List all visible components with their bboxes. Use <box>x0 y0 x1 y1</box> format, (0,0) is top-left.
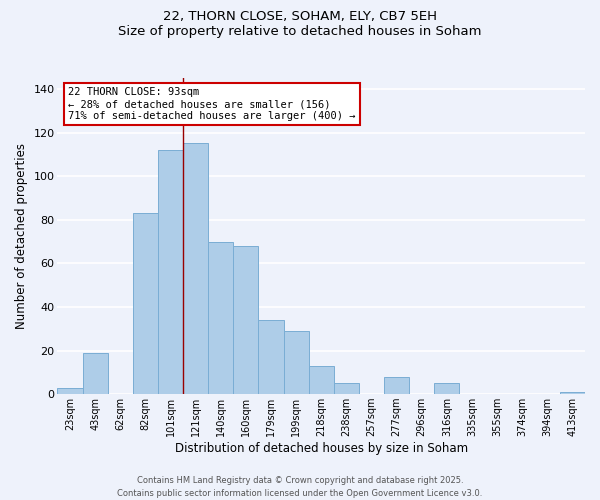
Bar <box>334 384 359 394</box>
Text: Contains HM Land Registry data © Crown copyright and database right 2025.
Contai: Contains HM Land Registry data © Crown c… <box>118 476 482 498</box>
Bar <box>308 366 334 394</box>
Bar <box>259 320 284 394</box>
Bar <box>158 150 183 394</box>
Y-axis label: Number of detached properties: Number of detached properties <box>15 143 28 329</box>
Bar <box>560 392 585 394</box>
Bar <box>58 388 83 394</box>
Bar <box>284 331 308 394</box>
Text: 22, THORN CLOSE, SOHAM, ELY, CB7 5EH
Size of property relative to detached house: 22, THORN CLOSE, SOHAM, ELY, CB7 5EH Siz… <box>118 10 482 38</box>
Bar <box>384 376 409 394</box>
Bar <box>133 213 158 394</box>
Bar <box>83 352 108 394</box>
Text: 22 THORN CLOSE: 93sqm
← 28% of detached houses are smaller (156)
71% of semi-det: 22 THORN CLOSE: 93sqm ← 28% of detached … <box>68 88 356 120</box>
X-axis label: Distribution of detached houses by size in Soham: Distribution of detached houses by size … <box>175 442 468 455</box>
Bar <box>208 242 233 394</box>
Bar <box>233 246 259 394</box>
Bar <box>183 144 208 394</box>
Bar <box>434 384 460 394</box>
